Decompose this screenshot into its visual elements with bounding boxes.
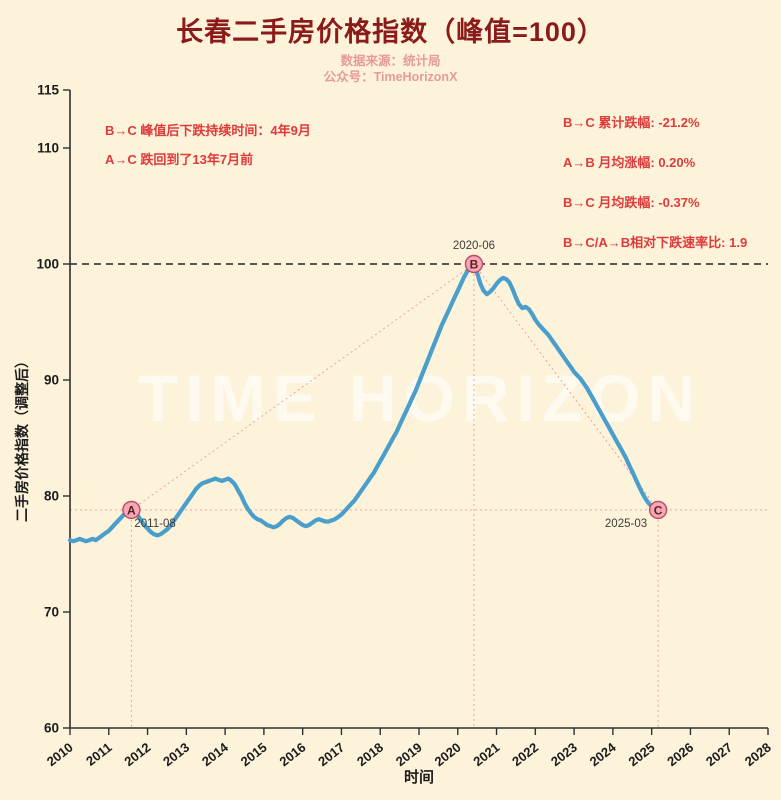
x-tick-label: 2012 (121, 740, 153, 770)
marker-a-point (122, 500, 141, 520)
x-tick-label: 2020 (432, 740, 464, 770)
y-tick-label: 90 (44, 373, 59, 388)
x-tick-label: 2027 (703, 740, 735, 770)
x-tick-label: 2028 (742, 740, 774, 770)
x-tick-label: 2011 (83, 740, 114, 769)
x-axis-label: 时间 (403, 769, 434, 786)
data-source-subtitle: 数据来源：统计局 (340, 54, 441, 68)
y-tick-label: 115 (37, 83, 59, 98)
price-line (67, 261, 661, 544)
connector-bc (473, 263, 659, 511)
marker-b-letter: B (470, 258, 479, 272)
marker-c-letter: C (654, 503, 663, 517)
marker-c-date-label: 2025-03 (605, 518, 647, 530)
marker-a-date-label: 2011-08 (134, 518, 175, 530)
connector-ab (131, 263, 475, 511)
x-tick-label: 2022 (509, 740, 541, 770)
x-tick-label: 2026 (664, 740, 696, 770)
x-tick-label: 2018 (354, 740, 386, 770)
x-tick-label: 2010 (44, 740, 76, 770)
x-tick-label: 2013 (160, 740, 192, 770)
y-tick-label: 70 (44, 605, 59, 620)
marker-a-letter: A (127, 503, 136, 517)
marker-b-point (464, 254, 484, 274)
x-tick-label: 2017 (315, 740, 347, 770)
y-tick-label: 100 (36, 257, 59, 272)
y-tick-label: 110 (37, 141, 59, 156)
x-tick-label: 2019 (393, 740, 425, 770)
wechat-account-subtitle: 公众号：TimeHorizonX (323, 70, 458, 84)
x-tick-label: 2016 (276, 740, 308, 770)
x-tick-label: 2024 (587, 739, 620, 769)
marker-b-date-label: 2020-06 (453, 240, 495, 252)
x-tick-label: 2023 (548, 740, 580, 770)
x-tick-label: 2025 (625, 740, 657, 770)
y-axis-label: 二手房价格指数（调整后） (14, 354, 30, 522)
chart-title: 长春二手房价格指数（峰值=100） (176, 17, 605, 47)
x-tick-label: 2021 (470, 740, 502, 770)
x-tick-label: 2015 (238, 740, 270, 770)
marker-c-point (648, 500, 668, 520)
y-tick-label: 60 (44, 721, 59, 736)
y-tick-label: 80 (44, 489, 59, 504)
x-tick-label: 2014 (199, 739, 232, 769)
